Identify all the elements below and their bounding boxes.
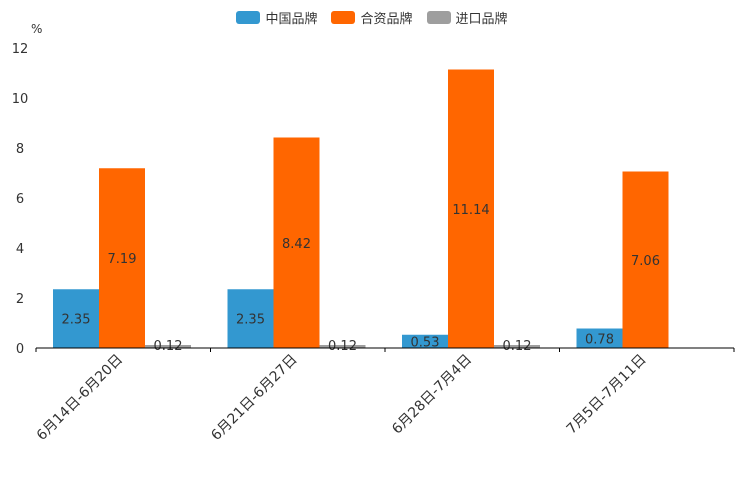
x-category-label: 6月21日-6月27日 <box>208 352 300 444</box>
bar <box>227 289 274 348</box>
y-tick-label: 4 <box>16 242 24 257</box>
bar <box>273 137 320 348</box>
bar <box>53 289 99 348</box>
legend-label-import-brand: 进口品牌 <box>455 12 508 27</box>
bar <box>576 328 623 348</box>
legend-swatch-joint-venture-brand <box>331 11 356 24</box>
data-label: 0.78 <box>585 332 614 347</box>
bar <box>145 345 191 348</box>
x-category-label: 6月14日-6月20日 <box>34 352 126 444</box>
data-label: 0.12 <box>503 339 532 354</box>
legend-item-joint-venture-brand[interactable]: 合资品牌 <box>331 8 413 27</box>
y-tick-label: 6 <box>16 192 24 207</box>
y-tick-label: 10 <box>12 92 29 107</box>
y-tick-label: 0 <box>16 342 24 357</box>
data-label: 8.42 <box>282 237 311 252</box>
data-label: 7.19 <box>108 252 137 267</box>
legend-item-china-brand[interactable]: 中国品牌 <box>236 8 317 27</box>
data-label: 11.14 <box>452 203 489 218</box>
data-label: 7.06 <box>631 254 660 269</box>
bar <box>494 345 540 348</box>
data-label: 2.35 <box>62 313 91 328</box>
x-category-label: 7月5日-7月11日 <box>564 352 650 438</box>
x-category-label: 6月28日-7月4日 <box>389 352 475 438</box>
legend-label-joint-venture-brand: 合资品牌 <box>360 12 413 27</box>
legend-item-import-brand[interactable]: 进口品牌 <box>426 8 508 27</box>
legend-swatch-import-brand <box>426 11 451 24</box>
bar <box>448 69 494 348</box>
data-label: 2.35 <box>236 313 265 328</box>
y-tick-label: 12 <box>12 42 29 57</box>
legend: 中国品牌 合资品牌 进口品牌 <box>0 8 744 27</box>
y-axis-unit: % <box>31 22 43 36</box>
y-tick-label: 2 <box>16 292 24 307</box>
bar <box>99 168 145 348</box>
bar <box>402 334 448 348</box>
data-label: 0.12 <box>328 339 357 354</box>
data-label: 0.53 <box>411 335 440 350</box>
legend-label-china-brand: 中国品牌 <box>265 12 318 27</box>
y-tick-label: 8 <box>16 142 24 157</box>
legend-swatch-china-brand <box>236 11 261 24</box>
bar <box>319 345 366 348</box>
bar <box>622 171 669 348</box>
data-label: 0.12 <box>154 339 183 354</box>
